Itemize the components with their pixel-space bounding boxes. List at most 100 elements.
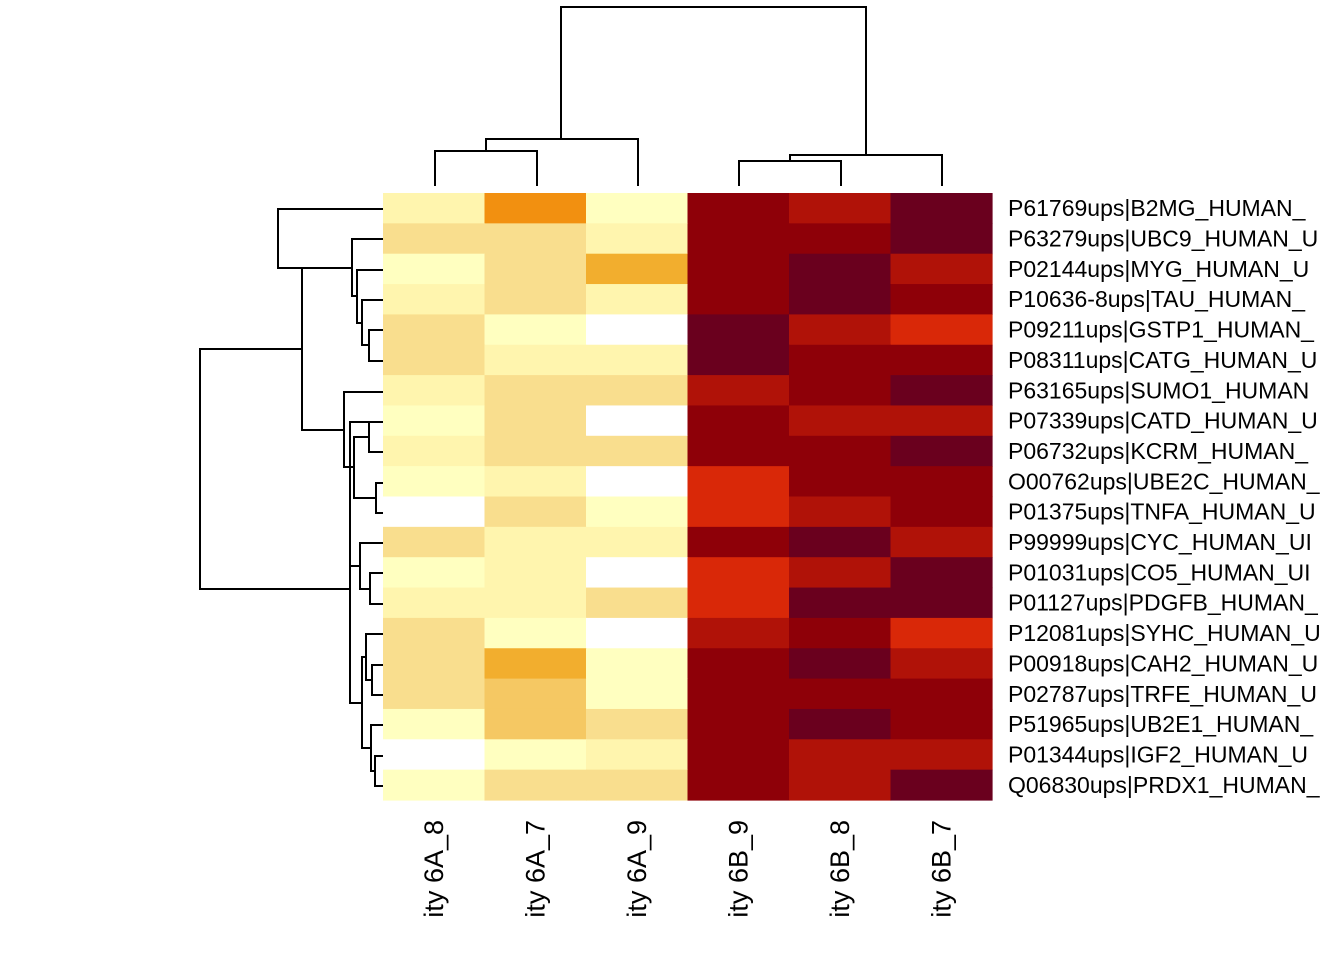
heatmap-cell — [890, 435, 993, 467]
row-label: P01375ups|TNFA_HUMAN_U — [1008, 499, 1316, 525]
heatmap-cell — [484, 557, 587, 589]
heatmap-cell — [890, 496, 993, 528]
heatmap-cell — [789, 344, 892, 376]
heatmap-cell — [586, 587, 689, 619]
heatmap-cell — [890, 253, 993, 285]
heatmap-cell — [586, 557, 689, 589]
heatmap-cell — [586, 223, 689, 255]
heatmap-cell — [383, 435, 486, 467]
heatmap-cell — [687, 739, 790, 771]
heatmap-cell — [484, 466, 587, 498]
heatmap-cell — [383, 587, 486, 619]
heatmap-cell — [586, 405, 689, 437]
column-dendrogram — [434, 6, 943, 186]
heatmap-cell — [383, 193, 486, 224]
heatmap-cell — [687, 648, 790, 680]
heatmap-cell — [789, 253, 892, 285]
column-label: ity 6A_7 — [520, 820, 550, 918]
heatmap-cell — [586, 648, 689, 680]
row-labels: P61769ups|B2MG_HUMAN_ P63279ups|UBC9_HUMA… — [1008, 195, 1321, 798]
heatmap-cell — [687, 284, 790, 315]
column-labels: ity 6A_8 ity 6A_7 ity 6A_9 ity 6B_9 ity 6B_8… — [419, 820, 957, 918]
heatmap-cell — [484, 769, 587, 801]
heatmap-cell — [687, 617, 790, 649]
heatmap-cell — [383, 648, 486, 680]
heatmap-cell — [890, 375, 993, 407]
heatmap-cell — [484, 284, 587, 315]
row-label: P07339ups|CATD_HUMAN_U — [1008, 408, 1318, 434]
row-label: P00918ups|CAH2_HUMAN_U — [1008, 650, 1318, 676]
column-dendrogram-branches — [434, 6, 943, 186]
heatmap-cell — [789, 405, 892, 437]
column-label: ity 6A_9 — [622, 820, 652, 918]
row-label: P06732ups|KCRM_HUMAN_ — [1008, 438, 1309, 464]
heatmap-cell — [890, 769, 993, 801]
heatmap-cell — [484, 496, 587, 528]
heatmap-cell — [383, 284, 486, 315]
heatmap-cell — [890, 739, 993, 771]
heatmap-cell — [383, 314, 486, 346]
heatmap-cell — [687, 223, 790, 255]
heatmap-cell — [383, 708, 486, 740]
heatmap-cell — [383, 496, 486, 528]
row-dendrogram — [199, 208, 383, 787]
heatmap-cell — [890, 708, 993, 740]
heatmap-cell — [789, 466, 892, 498]
row-label: P51965ups|UB2E1_HUMAN_ — [1008, 711, 1314, 737]
heatmap-cell — [586, 526, 689, 558]
heatmap-cell — [586, 314, 689, 346]
heatmap-cell — [687, 526, 790, 558]
heatmap-cell — [890, 314, 993, 346]
heatmap-cell — [789, 496, 892, 528]
heatmap-cell — [383, 253, 486, 285]
row-label: P01344ups|IGF2_HUMAN_U — [1008, 741, 1308, 767]
row-label: P63165ups|SUMO1_HUMAN — [1008, 377, 1309, 403]
heatmap-cell — [890, 466, 993, 498]
heatmap-cell — [789, 375, 892, 407]
heatmap-cell — [383, 223, 486, 255]
heatmap-cell — [890, 223, 993, 255]
row-label: P61769ups|B2MG_HUMAN_ — [1008, 195, 1307, 221]
heatmap-cell — [383, 769, 486, 801]
heatmap-cell — [687, 253, 790, 285]
heatmap-cell — [484, 405, 587, 437]
heatmap-cell — [890, 648, 993, 680]
heatmap-cell — [687, 708, 790, 740]
heatmap-cell — [789, 193, 892, 224]
heatmap-cell — [586, 739, 689, 771]
heatmap-cell — [687, 375, 790, 407]
heatmap-cell — [586, 496, 689, 528]
heatmap-cell — [789, 587, 892, 619]
heatmap-cell — [789, 617, 892, 649]
heatmap-cell — [687, 435, 790, 467]
heatmap-cell — [789, 314, 892, 346]
heatmap-cell — [484, 678, 587, 710]
heatmap-cell — [586, 435, 689, 467]
row-dendrogram-branches-lower — [349, 565, 383, 787]
row-label: P10636-8ups|TAU_HUMAN_ — [1008, 286, 1306, 312]
heatmap-cell — [890, 405, 993, 437]
heatmap-cell — [383, 375, 486, 407]
row-label: P08311ups|CATG_HUMAN_U — [1008, 347, 1317, 373]
heatmap-cell — [484, 314, 587, 346]
heatmap-cell — [383, 344, 486, 376]
heatmap-cell — [890, 344, 993, 376]
heatmap-cell — [484, 435, 587, 467]
row-label: P63279ups|UBC9_HUMAN_U — [1008, 226, 1318, 252]
heatmap-cell — [789, 223, 892, 255]
heatmap-cell — [890, 587, 993, 619]
heatmap-cell — [890, 526, 993, 558]
row-label: P02144ups|MYG_HUMAN_U — [1008, 256, 1309, 282]
heatmap-cell — [789, 648, 892, 680]
heatmap-cell — [383, 678, 486, 710]
heatmap-cell — [789, 557, 892, 589]
heatmap-cell — [586, 708, 689, 740]
heatmap-cell — [687, 678, 790, 710]
heatmap-cell — [586, 253, 689, 285]
row-label: P01127ups|PDGFB_HUMAN_ — [1008, 590, 1319, 616]
heatmap-cells — [383, 193, 993, 801]
heatmap-cell — [484, 617, 587, 649]
heatmap-cell — [890, 193, 993, 224]
heatmap-cell — [890, 617, 993, 649]
